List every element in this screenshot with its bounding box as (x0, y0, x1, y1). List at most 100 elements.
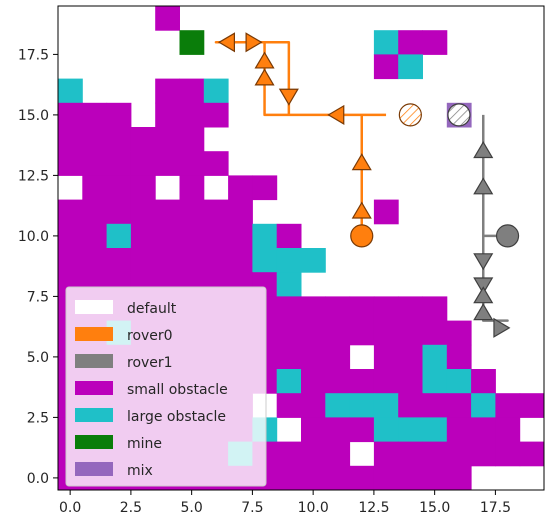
cell-small-obstacle (179, 151, 205, 176)
cell-small-obstacle (82, 199, 108, 225)
cell-large-obstacle (325, 393, 351, 418)
cell-small-obstacle (82, 151, 108, 176)
cell-small-obstacle (58, 223, 83, 249)
legend-swatch (75, 327, 113, 341)
cell-small-obstacle (495, 393, 521, 418)
cell-small-obstacle (130, 127, 156, 152)
cell-small-obstacle (228, 199, 253, 225)
cell-small-obstacle (471, 369, 496, 394)
cell-small-obstacle (519, 441, 544, 467)
x-tick-label: 17.5 (480, 500, 511, 516)
cell-small-obstacle (155, 223, 180, 249)
cell-small-obstacle (82, 127, 108, 152)
cell-small-obstacle (325, 296, 351, 322)
cell-large-obstacle (373, 417, 399, 443)
legend-swatch (75, 408, 113, 422)
cell-small-obstacle (398, 441, 423, 467)
cell-large-obstacle (252, 248, 278, 273)
cell-small-obstacle (301, 441, 326, 467)
rover1-marker-triangle-up (473, 141, 494, 159)
cell-small-obstacle (179, 248, 205, 273)
rover1-marker-triangle-up (473, 286, 494, 304)
cell-small-obstacle (301, 296, 326, 322)
cell-small-obstacle (398, 30, 423, 55)
legend-label: large obstacle (127, 409, 226, 425)
cell-small-obstacle (349, 296, 375, 322)
cell-small-obstacle (228, 248, 253, 273)
cell-small-obstacle (398, 320, 423, 346)
cell-small-obstacle (58, 102, 83, 128)
cell-small-obstacle (155, 6, 180, 31)
legend-swatch (75, 381, 113, 395)
cell-small-obstacle (373, 296, 399, 322)
cell-mine (179, 30, 205, 55)
cell-small-obstacle (325, 417, 351, 443)
x-tick-label: 7.5 (241, 500, 263, 516)
cell-small-obstacle (130, 175, 156, 201)
cell-large-obstacle (276, 369, 302, 394)
cell-small-obstacle (398, 393, 423, 418)
rover0-marker-triangle-up (254, 51, 275, 69)
cell-small-obstacle (373, 320, 399, 346)
cell-small-obstacle (373, 344, 399, 370)
rover0-marker-triangle-down (278, 88, 299, 106)
rover1-marker-circle (495, 224, 520, 248)
cell-small-obstacle (203, 248, 229, 273)
cell-small-obstacle (349, 465, 375, 490)
cell-small-obstacle (155, 127, 180, 152)
cell-small-obstacle (276, 296, 302, 322)
cell-small-obstacle (203, 151, 229, 176)
rover1-marker-triangle-down (473, 253, 494, 271)
cell-small-obstacle (471, 441, 496, 467)
cell-small-obstacle (398, 344, 423, 370)
x-tick-label: 10.0 (298, 500, 329, 516)
cell-small-obstacle (446, 417, 472, 443)
cell-small-obstacle (106, 248, 132, 273)
cell-small-obstacle (373, 441, 399, 467)
cell-small-obstacle (301, 465, 326, 490)
cell-small-obstacle (106, 175, 132, 201)
cell-small-obstacle (155, 199, 180, 225)
cell-small-obstacle (155, 151, 180, 176)
cell-small-obstacle (471, 417, 496, 443)
cell-small-obstacle (446, 393, 472, 418)
cell-small-obstacle (58, 127, 83, 152)
cell-small-obstacle (179, 127, 205, 152)
cell-small-obstacle (130, 151, 156, 176)
cell-small-obstacle (58, 151, 83, 176)
x-tick-label: 2.5 (120, 500, 142, 516)
cell-large-obstacle (373, 30, 399, 55)
cell-small-obstacle (325, 369, 351, 394)
cell-small-obstacle (422, 441, 448, 467)
rover1-marker-triangle-down (473, 277, 494, 295)
cell-small-obstacle (58, 199, 83, 225)
legend-label: rover1 (127, 355, 173, 371)
cell-small-obstacle (349, 320, 375, 346)
cell-small-obstacle (82, 175, 108, 201)
legend-swatch (75, 300, 113, 314)
legend-label: mine (127, 436, 162, 452)
cell-small-obstacle (82, 102, 108, 128)
x-tick-label: 12.5 (358, 500, 389, 516)
cell-small-obstacle (446, 465, 472, 490)
cell-small-obstacle (58, 248, 83, 273)
cell-small-obstacle (179, 175, 205, 201)
y-tick-label: 7.5 (27, 289, 49, 305)
cell-small-obstacle (203, 199, 229, 225)
cell-small-obstacle (276, 465, 302, 490)
cell-small-obstacle (519, 393, 544, 418)
cell-large-obstacle (398, 417, 423, 443)
rover0-marker-circle (350, 224, 374, 248)
rover0-marker-triangle-up (351, 201, 372, 219)
legend-box (65, 286, 267, 487)
cell-small-obstacle (398, 465, 423, 490)
cell-small-obstacle (252, 175, 278, 201)
cell-small-obstacle (179, 78, 205, 104)
x-tick-label: 5.0 (181, 500, 203, 516)
rover0-marker-triangle-left (327, 104, 345, 125)
cell-small-obstacle (203, 223, 229, 249)
rover0-marker-triangle-left (217, 32, 235, 53)
plot-frame (57, 5, 545, 491)
cell-small-obstacle (276, 320, 302, 346)
cell-large-obstacle (471, 393, 496, 418)
